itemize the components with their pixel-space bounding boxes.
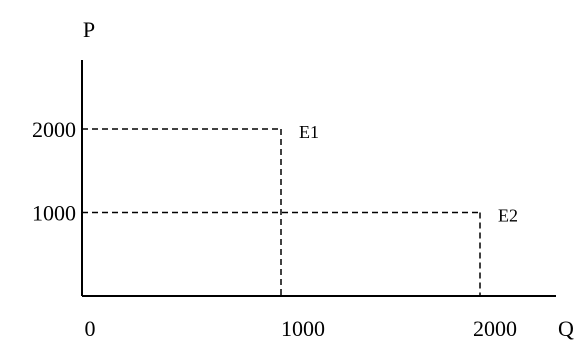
y-axis-title: P <box>83 17 95 42</box>
y-tick-label-1000: 1000 <box>32 201 76 226</box>
equilibrium-point-labels: E1 E2 <box>299 122 518 226</box>
x-tick-label-2000: 2000 <box>473 316 517 341</box>
x-tick-label-0: 0 <box>85 316 96 341</box>
point-label-e2: E2 <box>498 206 518 226</box>
equilibrium-guide-lines <box>82 128 481 296</box>
x-axis-title: Q <box>558 316 574 341</box>
x-tick-label-1000: 1000 <box>281 316 325 341</box>
y-tick-label-2000: 2000 <box>32 117 76 142</box>
y-tick-labels: 1000 2000 <box>32 117 76 226</box>
x-tick-labels: 0 1000 2000 <box>85 316 518 341</box>
point-label-e1: E1 <box>299 122 319 142</box>
